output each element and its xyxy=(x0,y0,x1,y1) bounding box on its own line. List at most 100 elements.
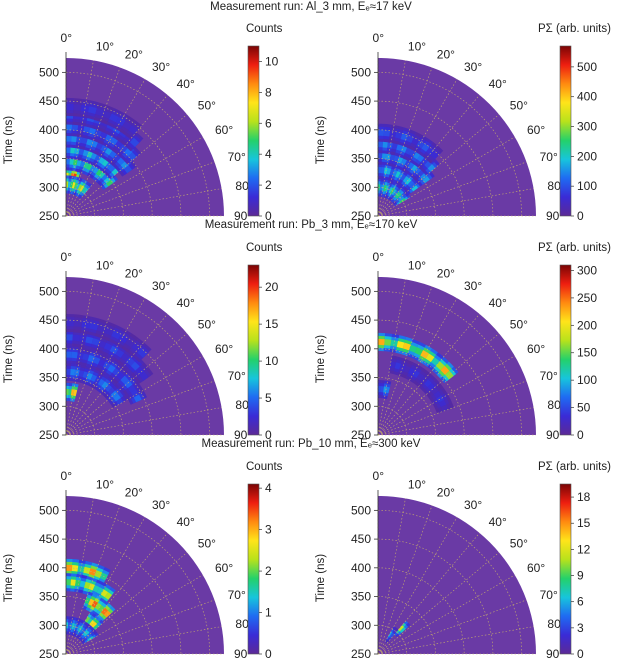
heatmap-cell xyxy=(95,169,103,177)
heatmap-cell xyxy=(85,336,94,344)
time-tick-label: 300 xyxy=(351,180,371,194)
colorbar-tick-label: 200 xyxy=(577,149,597,163)
heatmap-cell xyxy=(109,113,119,123)
polar-grid xyxy=(377,277,536,436)
time-tick-label: 350 xyxy=(351,590,371,604)
angle-tick-label: 70° xyxy=(540,369,558,383)
colorbar-tick-label: 3 xyxy=(265,523,272,537)
heatmap-cell xyxy=(86,618,93,625)
heatmap-cell xyxy=(84,616,91,624)
heatmap-cell xyxy=(90,374,98,382)
heatmap-cell xyxy=(66,334,73,341)
heatmap-cell xyxy=(390,339,398,347)
heatmap-cell xyxy=(405,178,412,185)
heatmap-cell xyxy=(73,623,77,630)
heatmap-cell xyxy=(409,182,417,189)
colorbar-tick-label: 8 xyxy=(265,85,272,99)
time-axis-label: Time (ns) xyxy=(3,116,15,164)
angle-tick-label: 50° xyxy=(510,317,528,331)
colorbar-tick-label: 100 xyxy=(577,179,597,193)
heatmap-cell xyxy=(94,154,102,162)
heatmap-cell xyxy=(92,356,101,365)
run-title-2: Measurement run: Pb_3 mm, Eₑ≈170 keV xyxy=(204,219,418,231)
heatmap-cell xyxy=(96,587,104,595)
heatmap-cell xyxy=(127,384,136,393)
time-gridline xyxy=(377,377,436,436)
heatmap-cell xyxy=(122,120,132,131)
heatmap-cell xyxy=(79,627,85,634)
heatmap-cell xyxy=(116,371,125,380)
heatmap-cell xyxy=(395,193,402,199)
heatmap-cell xyxy=(92,623,100,631)
angle-tick-label: 30° xyxy=(464,60,482,74)
heatmap-cell xyxy=(387,141,393,149)
colorbar-tick-label: 6 xyxy=(265,116,272,130)
heatmap-cell xyxy=(124,165,132,174)
heatmap-cell xyxy=(70,147,76,154)
time-axis-label: Time (ns) xyxy=(315,116,327,164)
heatmap-cell xyxy=(73,389,78,397)
heatmap-cell xyxy=(118,334,129,344)
time-tick-label: 250 xyxy=(351,428,371,442)
angle-tick-label: 20° xyxy=(125,485,143,499)
polar-grid xyxy=(65,58,224,217)
heatmap-cell xyxy=(81,186,87,193)
heatmap-cell xyxy=(420,350,429,359)
heatmap-cell xyxy=(88,106,97,114)
heatmap-cell xyxy=(88,598,95,606)
heatmap-cell xyxy=(70,389,75,396)
heatmap-cell xyxy=(398,625,405,632)
angle-tick-label: 50° xyxy=(198,317,216,331)
time-tick-label: 350 xyxy=(39,371,59,385)
angle-tick-label: 20° xyxy=(125,47,143,61)
heatmap-cell xyxy=(70,368,76,376)
heatmap-cell xyxy=(380,167,385,174)
heatmap-cell xyxy=(131,342,142,353)
time-tick-label: 400 xyxy=(39,123,59,137)
time-axis-label: Time (ns) xyxy=(3,554,15,602)
heatmap-cell xyxy=(71,135,78,143)
angle-tick-label: 60° xyxy=(527,561,545,575)
angle-tick-label: 10° xyxy=(408,40,426,54)
heatmap-cell xyxy=(71,124,79,131)
colorbar-tick-label: 20 xyxy=(265,280,279,294)
time-tick-label: 500 xyxy=(39,65,59,79)
colorbar-tick-label: 150 xyxy=(577,346,597,360)
colorbar-tick-label: 0 xyxy=(577,647,584,661)
colorbar-tick-label: 0 xyxy=(265,647,272,661)
time-gridline xyxy=(377,624,408,655)
heatmap-cell xyxy=(397,156,404,164)
heatmap-cell xyxy=(379,184,383,191)
heatmap-cell xyxy=(107,387,116,395)
heatmap-cell xyxy=(83,161,90,169)
angle-tick-label: 20° xyxy=(437,485,455,499)
time-tick-label: 250 xyxy=(351,209,371,223)
heatmap-cell xyxy=(427,383,436,391)
heatmap-cell xyxy=(378,152,383,159)
heatmap-cell xyxy=(398,196,405,202)
heatmap-cell xyxy=(107,364,116,373)
angle-tick-label: 0° xyxy=(373,250,385,264)
heatmap-cell xyxy=(66,135,72,142)
time-tick-label: 500 xyxy=(351,65,371,79)
colorbar-tick-label: 0 xyxy=(265,428,272,442)
time-tick-label: 500 xyxy=(39,284,59,298)
heatmap-cell xyxy=(411,185,419,192)
heatmap-cell xyxy=(408,367,416,376)
angle-tick-label: 10° xyxy=(408,259,426,273)
colorbar-label: PΣ (arb. units) xyxy=(538,23,611,35)
angle-tick-label: 40° xyxy=(489,77,507,91)
heatmap-cell xyxy=(383,129,391,137)
angle-tick-label: 70° xyxy=(540,150,558,164)
time-gridline xyxy=(65,377,124,436)
heatmap-cell xyxy=(84,581,91,589)
time-tick-label: 500 xyxy=(39,503,59,517)
heatmap-cell xyxy=(83,125,91,134)
colorbar-tick-label: 0 xyxy=(577,209,584,223)
time-axis-label: Time (ns) xyxy=(315,554,327,602)
heatmap-cell xyxy=(388,187,393,194)
colorbar-tick-label: 10 xyxy=(265,354,279,368)
heatmap-cell xyxy=(381,152,387,160)
